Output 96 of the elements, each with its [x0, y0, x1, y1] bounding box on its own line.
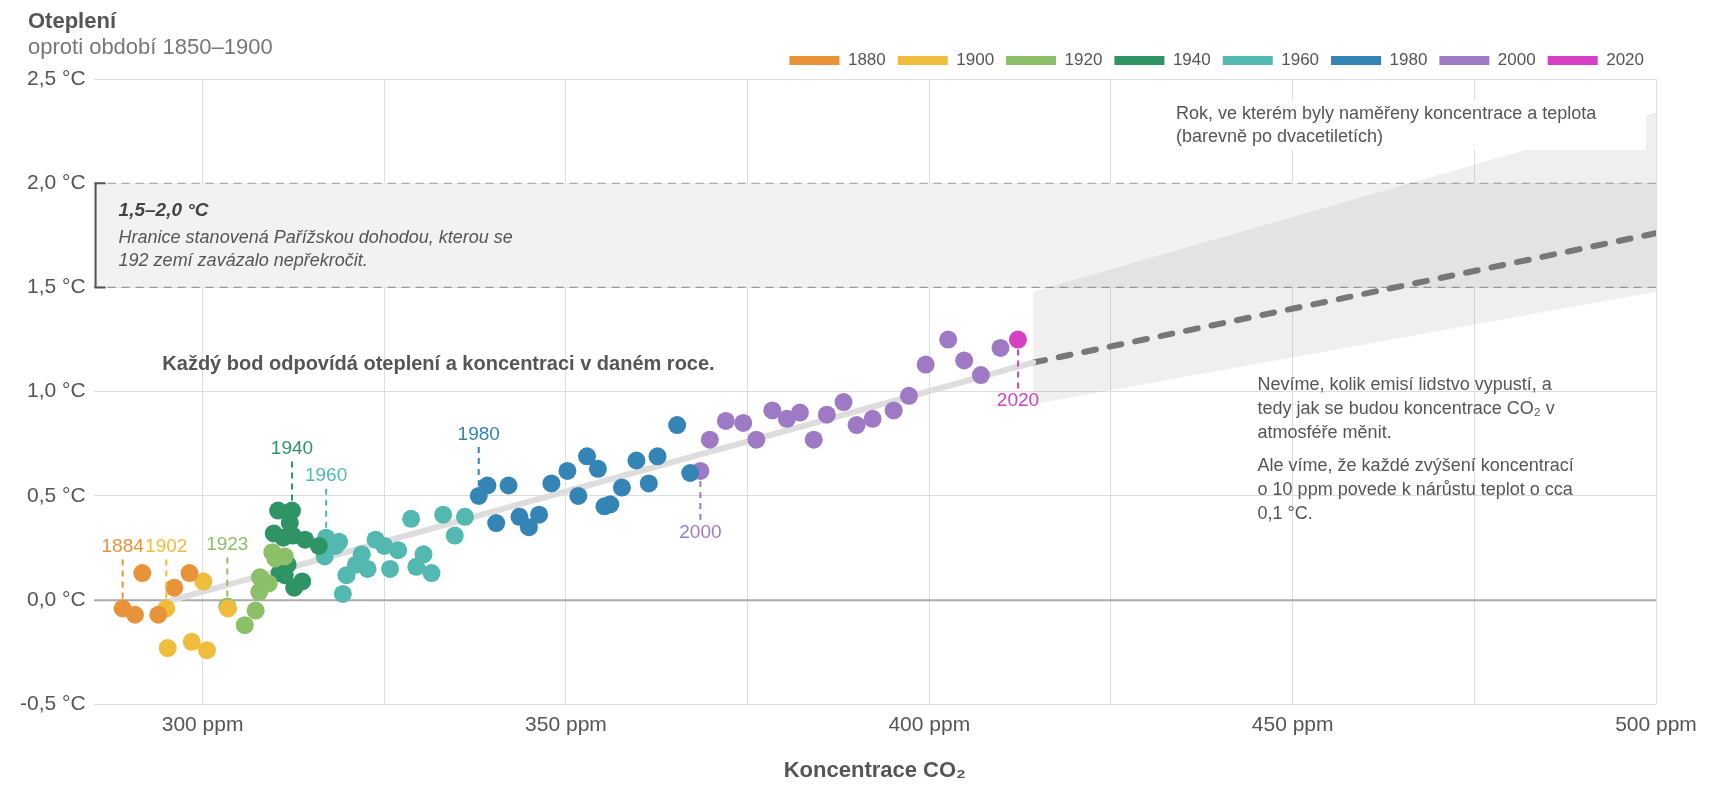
- band-label: 1,5–2,0 °C: [118, 198, 209, 220]
- point: [126, 605, 145, 624]
- point: [293, 572, 312, 591]
- annotation: 2000: [679, 520, 722, 542]
- point: [309, 536, 328, 555]
- legend-label: 1960: [1281, 50, 1320, 70]
- annotation: 1884: [101, 535, 145, 557]
- point: [899, 386, 918, 405]
- point: [700, 430, 719, 449]
- point: [455, 507, 474, 526]
- legend-title: Rok, ve kterém byly naměřeny koncentrace a teplota (barevně po dvacetiletích): [1176, 100, 1646, 150]
- annotation: 1902: [145, 535, 188, 557]
- annotation: 2020: [996, 389, 1040, 411]
- x-axis-title: Koncentrace CO₂: [783, 756, 966, 782]
- point: [747, 430, 766, 449]
- chart-subtitle: oproti období 1850–1900: [28, 34, 273, 60]
- y-tick-label: -0,5 °C: [19, 691, 86, 715]
- point: [445, 526, 464, 545]
- point: [558, 461, 577, 480]
- y-tick-label: 1,5 °C: [26, 274, 86, 298]
- point: [530, 505, 549, 524]
- point: [402, 509, 421, 528]
- annotation: Každý bod odpovídá oteplení a koncentraci v daném roce.: [162, 351, 715, 374]
- legend-label: 1980: [1389, 50, 1428, 70]
- y-tick-label: 2,5 °C: [26, 65, 86, 89]
- y-tick-label: 1,0 °C: [26, 378, 86, 402]
- point: [955, 351, 974, 370]
- point: [971, 366, 990, 385]
- point: [668, 416, 687, 435]
- legend-label: 2000: [1497, 50, 1536, 70]
- point: [519, 518, 538, 537]
- annotation: Ale víme, že každé zvýšení koncentrací o 10 ppm povede k nárůstu teplot o cca 0,1 °C.: [1257, 455, 1574, 524]
- point: [588, 459, 607, 478]
- point: [165, 578, 184, 597]
- point: [612, 478, 631, 497]
- point: [358, 559, 377, 578]
- point: [197, 641, 216, 660]
- chart-title: Oteplení: [28, 8, 118, 34]
- point: [434, 505, 453, 524]
- legend-label: 1940: [1172, 50, 1211, 70]
- point: [627, 451, 646, 470]
- point: [884, 401, 903, 420]
- point: [817, 405, 836, 424]
- point: [149, 605, 168, 624]
- point: [381, 559, 400, 578]
- point: [296, 530, 315, 549]
- point: [499, 476, 518, 495]
- y-tick-label: 2,0 °C: [26, 170, 86, 194]
- point: [834, 393, 853, 412]
- point: [734, 413, 753, 432]
- point: [389, 541, 408, 560]
- annotation: 1960: [304, 464, 348, 486]
- point: [182, 632, 201, 651]
- legend-label: 2020: [1606, 50, 1645, 70]
- point: [158, 639, 177, 658]
- point: [681, 464, 700, 482]
- annotation: Nevíme, kolik emisí lidstvo vypustí, a tedy jak se budou koncentrace CO₂ v atmosféře měnit.: [1257, 374, 1555, 443]
- annotation: Hranice stanovená Pařížskou dohodou, kterou se 192 zemí zavázalo nepřekročit.: [118, 227, 513, 271]
- y-tick-label: 0,0 °C: [26, 586, 86, 610]
- x-tick-label: 300 ppm: [161, 711, 244, 735]
- point: [422, 564, 441, 583]
- legend-label: 1900: [956, 50, 995, 70]
- point: [804, 430, 823, 449]
- point: [648, 447, 667, 466]
- x-tick-label: 450 ppm: [1251, 711, 1334, 735]
- point: [478, 476, 497, 495]
- point: [235, 616, 254, 635]
- annotation: 1980: [457, 422, 500, 444]
- x-tick-label: 350 ppm: [525, 711, 607, 735]
- x-tick-label: 400 ppm: [888, 711, 971, 735]
- point: [639, 474, 658, 493]
- point: [716, 411, 735, 430]
- point: [939, 330, 958, 349]
- annotation: 1923: [206, 533, 249, 555]
- y-tick-label: 0,5 °C: [26, 482, 86, 506]
- point: [542, 474, 561, 493]
- point: [487, 514, 506, 533]
- point: [1008, 330, 1027, 349]
- point: [863, 409, 882, 428]
- point: [194, 572, 213, 591]
- point: [246, 601, 265, 620]
- point: [763, 401, 782, 420]
- point: [991, 338, 1010, 357]
- point: [333, 584, 352, 603]
- point: [578, 447, 597, 466]
- point: [133, 564, 152, 583]
- legend-label: 1920: [1064, 50, 1103, 70]
- x-tick-label: 500 ppm: [1615, 711, 1697, 735]
- point: [414, 545, 433, 564]
- point: [180, 564, 199, 583]
- annotation: 1940: [270, 437, 314, 459]
- point: [847, 416, 866, 435]
- point: [916, 355, 935, 374]
- legend-label: 1880: [847, 50, 886, 70]
- point: [569, 486, 588, 505]
- point: [790, 403, 809, 422]
